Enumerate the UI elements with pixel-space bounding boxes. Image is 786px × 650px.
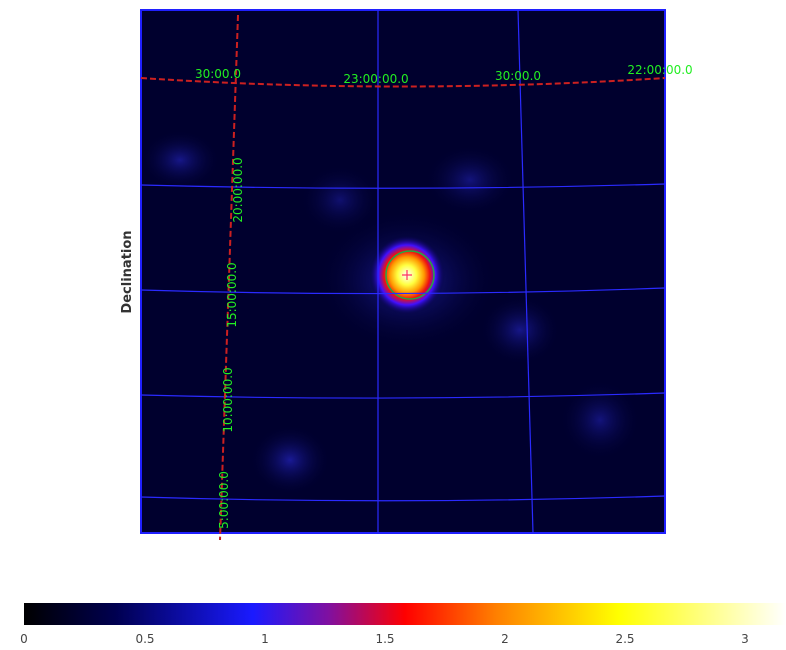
sky-image bbox=[140, 10, 665, 540]
dec-label: 10:00:00.0 bbox=[221, 367, 235, 432]
colorbar-tick: 3 bbox=[741, 632, 749, 646]
y-axis-label: Declination bbox=[120, 230, 135, 313]
ra-label: 30:00.0 bbox=[495, 69, 541, 83]
colorbar-tick: 0.5 bbox=[135, 632, 154, 646]
dec-label: 5:00:00.0 bbox=[217, 471, 231, 529]
noise bbox=[140, 130, 220, 190]
ra-label: 22:00:00.0 bbox=[627, 63, 692, 77]
colorbar-tick: 2.5 bbox=[615, 632, 634, 646]
colorbar-tick: 1 bbox=[261, 632, 269, 646]
colorbar-tick: 2 bbox=[501, 632, 509, 646]
ra-label: 23:00:00.0 bbox=[343, 72, 408, 86]
noise bbox=[560, 380, 640, 460]
screen: 30:00.0 23:00:00.0 30:00.0 22:00:00.0 20… bbox=[0, 0, 786, 650]
noise bbox=[250, 425, 330, 495]
dec-label: 20:00:00.0 bbox=[231, 157, 245, 222]
colorbar bbox=[24, 603, 786, 625]
noise bbox=[425, 145, 515, 215]
colorbar-tick: 1.5 bbox=[375, 632, 394, 646]
page: 30:00.0 23:00:00.0 30:00.0 22:00:00.0 20… bbox=[0, 0, 786, 650]
colorbar-tick: 0 bbox=[20, 632, 28, 646]
noise bbox=[480, 295, 560, 365]
ra-label: 30:00.0 bbox=[195, 67, 241, 81]
dec-label: 15:00:00.0 bbox=[225, 262, 239, 327]
